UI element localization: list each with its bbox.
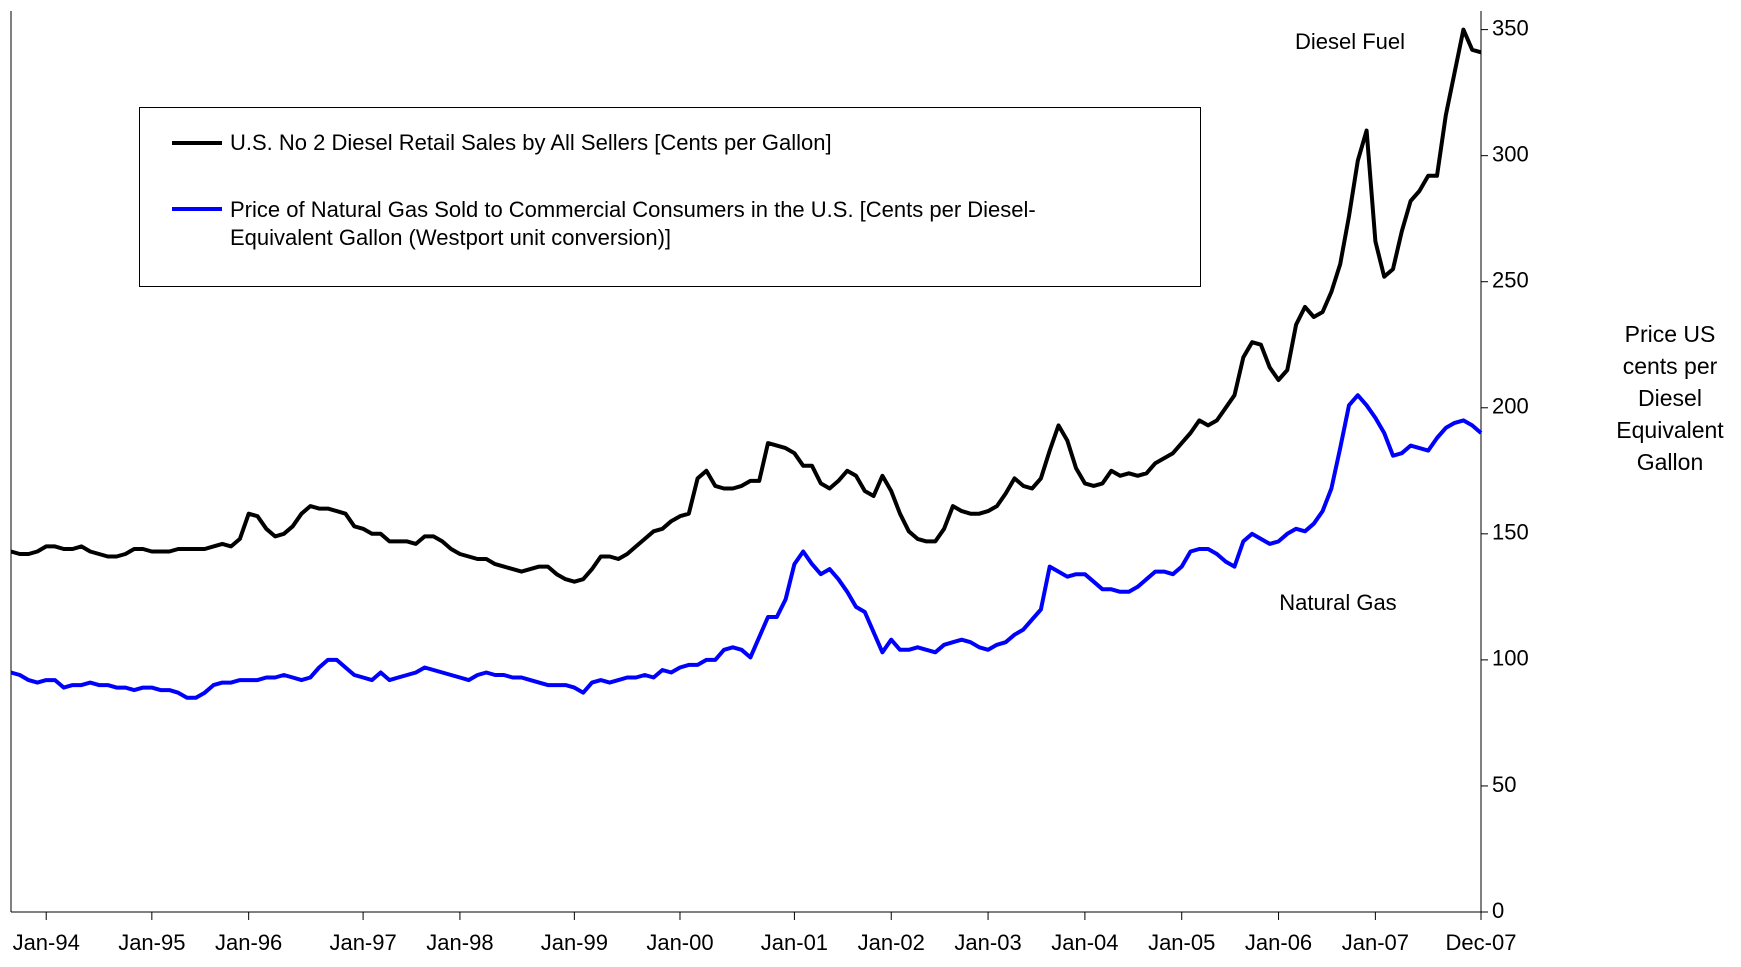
y-tick-label: 300 [1492, 141, 1529, 166]
y-axis-title: Price US cents per Diesel Equivalent Gal… [1616, 321, 1724, 475]
x-tick-label: Jan-03 [954, 930, 1021, 955]
x-tick-label: Jan-97 [329, 930, 396, 955]
x-tick-label: Jan-94 [13, 930, 80, 955]
legend-item: Price of Natural Gas Sold to Commercial … [172, 196, 1152, 252]
legend: U.S. No 2 Diesel Retail Sales by All Sel… [139, 107, 1201, 287]
series-line [10, 393, 1483, 700]
y-tick-label: 50 [1492, 772, 1516, 797]
annotation: Natural Gas [1279, 590, 1396, 615]
x-tick-label: Jan-00 [646, 930, 713, 955]
legend-swatch [172, 141, 222, 145]
legend-label: U.S. No 2 Diesel Retail Sales by All Sel… [230, 130, 832, 155]
y-tick-label: 100 [1492, 646, 1529, 671]
x-tick-label: Jan-95 [118, 930, 185, 955]
x-tick-label: Jan-06 [1245, 930, 1312, 955]
x-tick-label: Jan-07 [1342, 930, 1409, 955]
y-tick-label: 200 [1492, 394, 1529, 419]
y-tick-label: 250 [1492, 268, 1529, 293]
series-line [10, 27, 1482, 584]
x-tick-label: Jan-96 [215, 930, 282, 955]
x-tick-label: Jan-02 [858, 930, 925, 955]
x-tick-label: Jan-01 [761, 930, 828, 955]
x-tick-label: Jan-05 [1148, 930, 1215, 955]
x-tick-label: Jan-98 [426, 930, 493, 955]
legend-label: Price of Natural Gas Sold to Commercial … [230, 197, 1036, 250]
legend-swatch [172, 207, 222, 211]
legend-item: U.S. No 2 Diesel Retail Sales by All Sel… [172, 130, 832, 156]
x-tick-label: Jan-04 [1051, 930, 1118, 955]
x-tick-label: Jan-99 [541, 930, 608, 955]
x-tick-label: Dec-07 [1446, 930, 1517, 955]
y-tick-label: 350 [1492, 15, 1529, 40]
annotation: Diesel Fuel [1295, 29, 1405, 54]
y-tick-label: 150 [1492, 520, 1529, 545]
y-tick-label: 0 [1492, 898, 1504, 923]
